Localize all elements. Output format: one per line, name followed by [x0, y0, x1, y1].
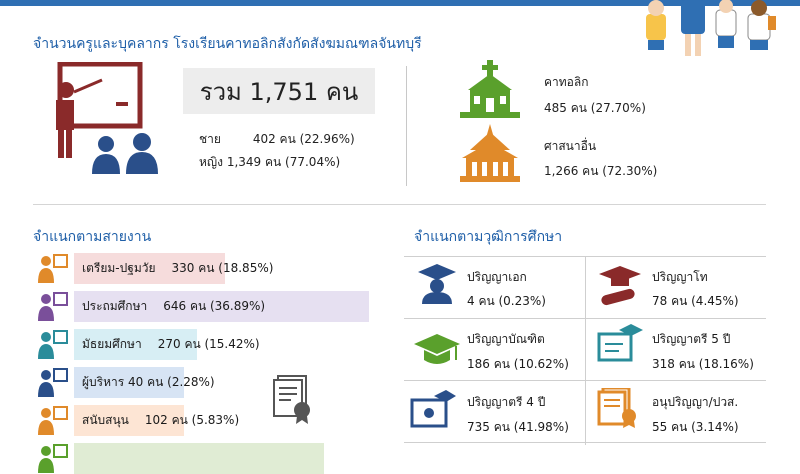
edu-doctorate-value: 4 คน (0.23%) — [467, 294, 546, 308]
secondary-teacher-icon — [38, 330, 68, 359]
top-bar — [0, 0, 800, 6]
male-label: ชาย — [199, 132, 221, 146]
edu-bachelor4-label: ปริญญาตรี 4 ปี — [467, 395, 546, 409]
masters-icon — [599, 266, 641, 306]
church-icon — [460, 60, 520, 118]
edu-graduate-value: 186 คน (10.62%) — [467, 357, 569, 371]
executive-icon — [38, 368, 68, 397]
work-bar-label: มัธยมศึกษา — [82, 337, 142, 351]
certificate-icon — [273, 375, 310, 424]
horizontal-divider — [33, 204, 766, 205]
work-bar-2: มัธยมศึกษา 270 คน (15.42%) — [74, 329, 260, 360]
temple-icon — [460, 124, 520, 182]
students-illustration — [646, 0, 776, 56]
staff-icon — [38, 444, 68, 473]
support-staff-icon — [38, 406, 68, 435]
female-value: 1,349 คน (77.04%) — [226, 155, 341, 169]
religion-catholic-label: คาทอลิก — [544, 75, 589, 89]
female-label: หญิง — [199, 155, 223, 169]
diploma-certificate-icon — [597, 388, 636, 428]
edu-diploma-value: 55 คน (3.14%) — [652, 420, 739, 434]
religion-other-label: ศาสนาอื่น — [544, 139, 597, 153]
work-bar-3: ผู้บริหาร 40 คน (2.28%) — [74, 367, 215, 398]
work-bar-label: ผู้บริหาร 40 คน (2.28%) — [82, 375, 215, 389]
edu-bachelor4-value: 735 คน (41.98%) — [467, 420, 569, 434]
female-row: หญิง 1,349 คน (77.04%) — [199, 153, 340, 172]
page-title: จำนวนครูและบุคลากร โรงเรียนคาทอลิกสังกัด… — [33, 36, 422, 52]
work-bar-label: สนับสนุน — [82, 413, 129, 427]
graduate-cap-icon — [414, 334, 460, 364]
edu-grid-line — [404, 380, 766, 381]
edu-doctorate-label: ปริญญาเอก — [467, 270, 527, 284]
religion-other-value: 1,266 คน (72.30%) — [544, 164, 658, 178]
work-section-title: จำแนกตามสายงาน — [33, 229, 152, 245]
work-bar-label: ประถมศึกษา — [82, 299, 148, 313]
edu-section-title: จำแนกตามวุฒิการศึกษา — [414, 229, 563, 245]
male-value: 402 คน (22.96%) — [252, 132, 355, 146]
edu-masters-value: 78 คน (4.45%) — [652, 294, 739, 308]
primary-teacher-icon — [38, 292, 68, 321]
edu-bachelor5-value: 318 คน (18.16%) — [652, 357, 754, 371]
bachelor-4yr-icon — [410, 390, 456, 428]
edu-graduate-label: ปริญญาบัณฑิต — [467, 332, 545, 346]
work-bar-label: เตรียม-ปฐมวัย — [82, 261, 156, 275]
doctorate-icon — [418, 264, 456, 304]
preschool-teacher-icon — [38, 254, 68, 283]
work-bar-value: 646 คน (36.89%) — [163, 299, 266, 313]
edu-grid-line — [404, 256, 766, 257]
religion-catholic-value: 485 คน (27.70%) — [544, 101, 646, 115]
vertical-divider — [406, 66, 407, 186]
work-bar-5 — [74, 443, 324, 474]
bachelor-5yr-icon — [597, 324, 643, 362]
edu-grid-line — [404, 442, 766, 443]
edu-diploma-label: อนุปริญญา/ปวส. — [652, 395, 739, 409]
work-bar-value: 270 คน (15.42%) — [157, 337, 260, 351]
work-bar-value: 330 คน (18.85%) — [171, 261, 274, 275]
teacher-icon — [56, 62, 158, 174]
work-bar-1: ประถมศึกษา 646 คน (36.89%) — [74, 291, 369, 322]
edu-grid-divider — [585, 256, 586, 445]
edu-bachelor5-label: ปริญญาตรี 5 ปี — [652, 332, 731, 346]
work-bar-value: 102 คน (5.83%) — [144, 413, 240, 427]
work-bar-0: เตรียม-ปฐมวัย 330 คน (18.85%) — [74, 253, 273, 284]
work-bar-4: สนับสนุน 102 คน (5.83%) — [74, 405, 239, 436]
male-row: ชาย 402 คน (22.96%) — [199, 130, 355, 149]
edu-grid-line — [404, 318, 766, 319]
total-count: รวม 1,751 คน — [183, 68, 375, 114]
edu-masters-label: ปริญญาโท — [652, 270, 708, 284]
